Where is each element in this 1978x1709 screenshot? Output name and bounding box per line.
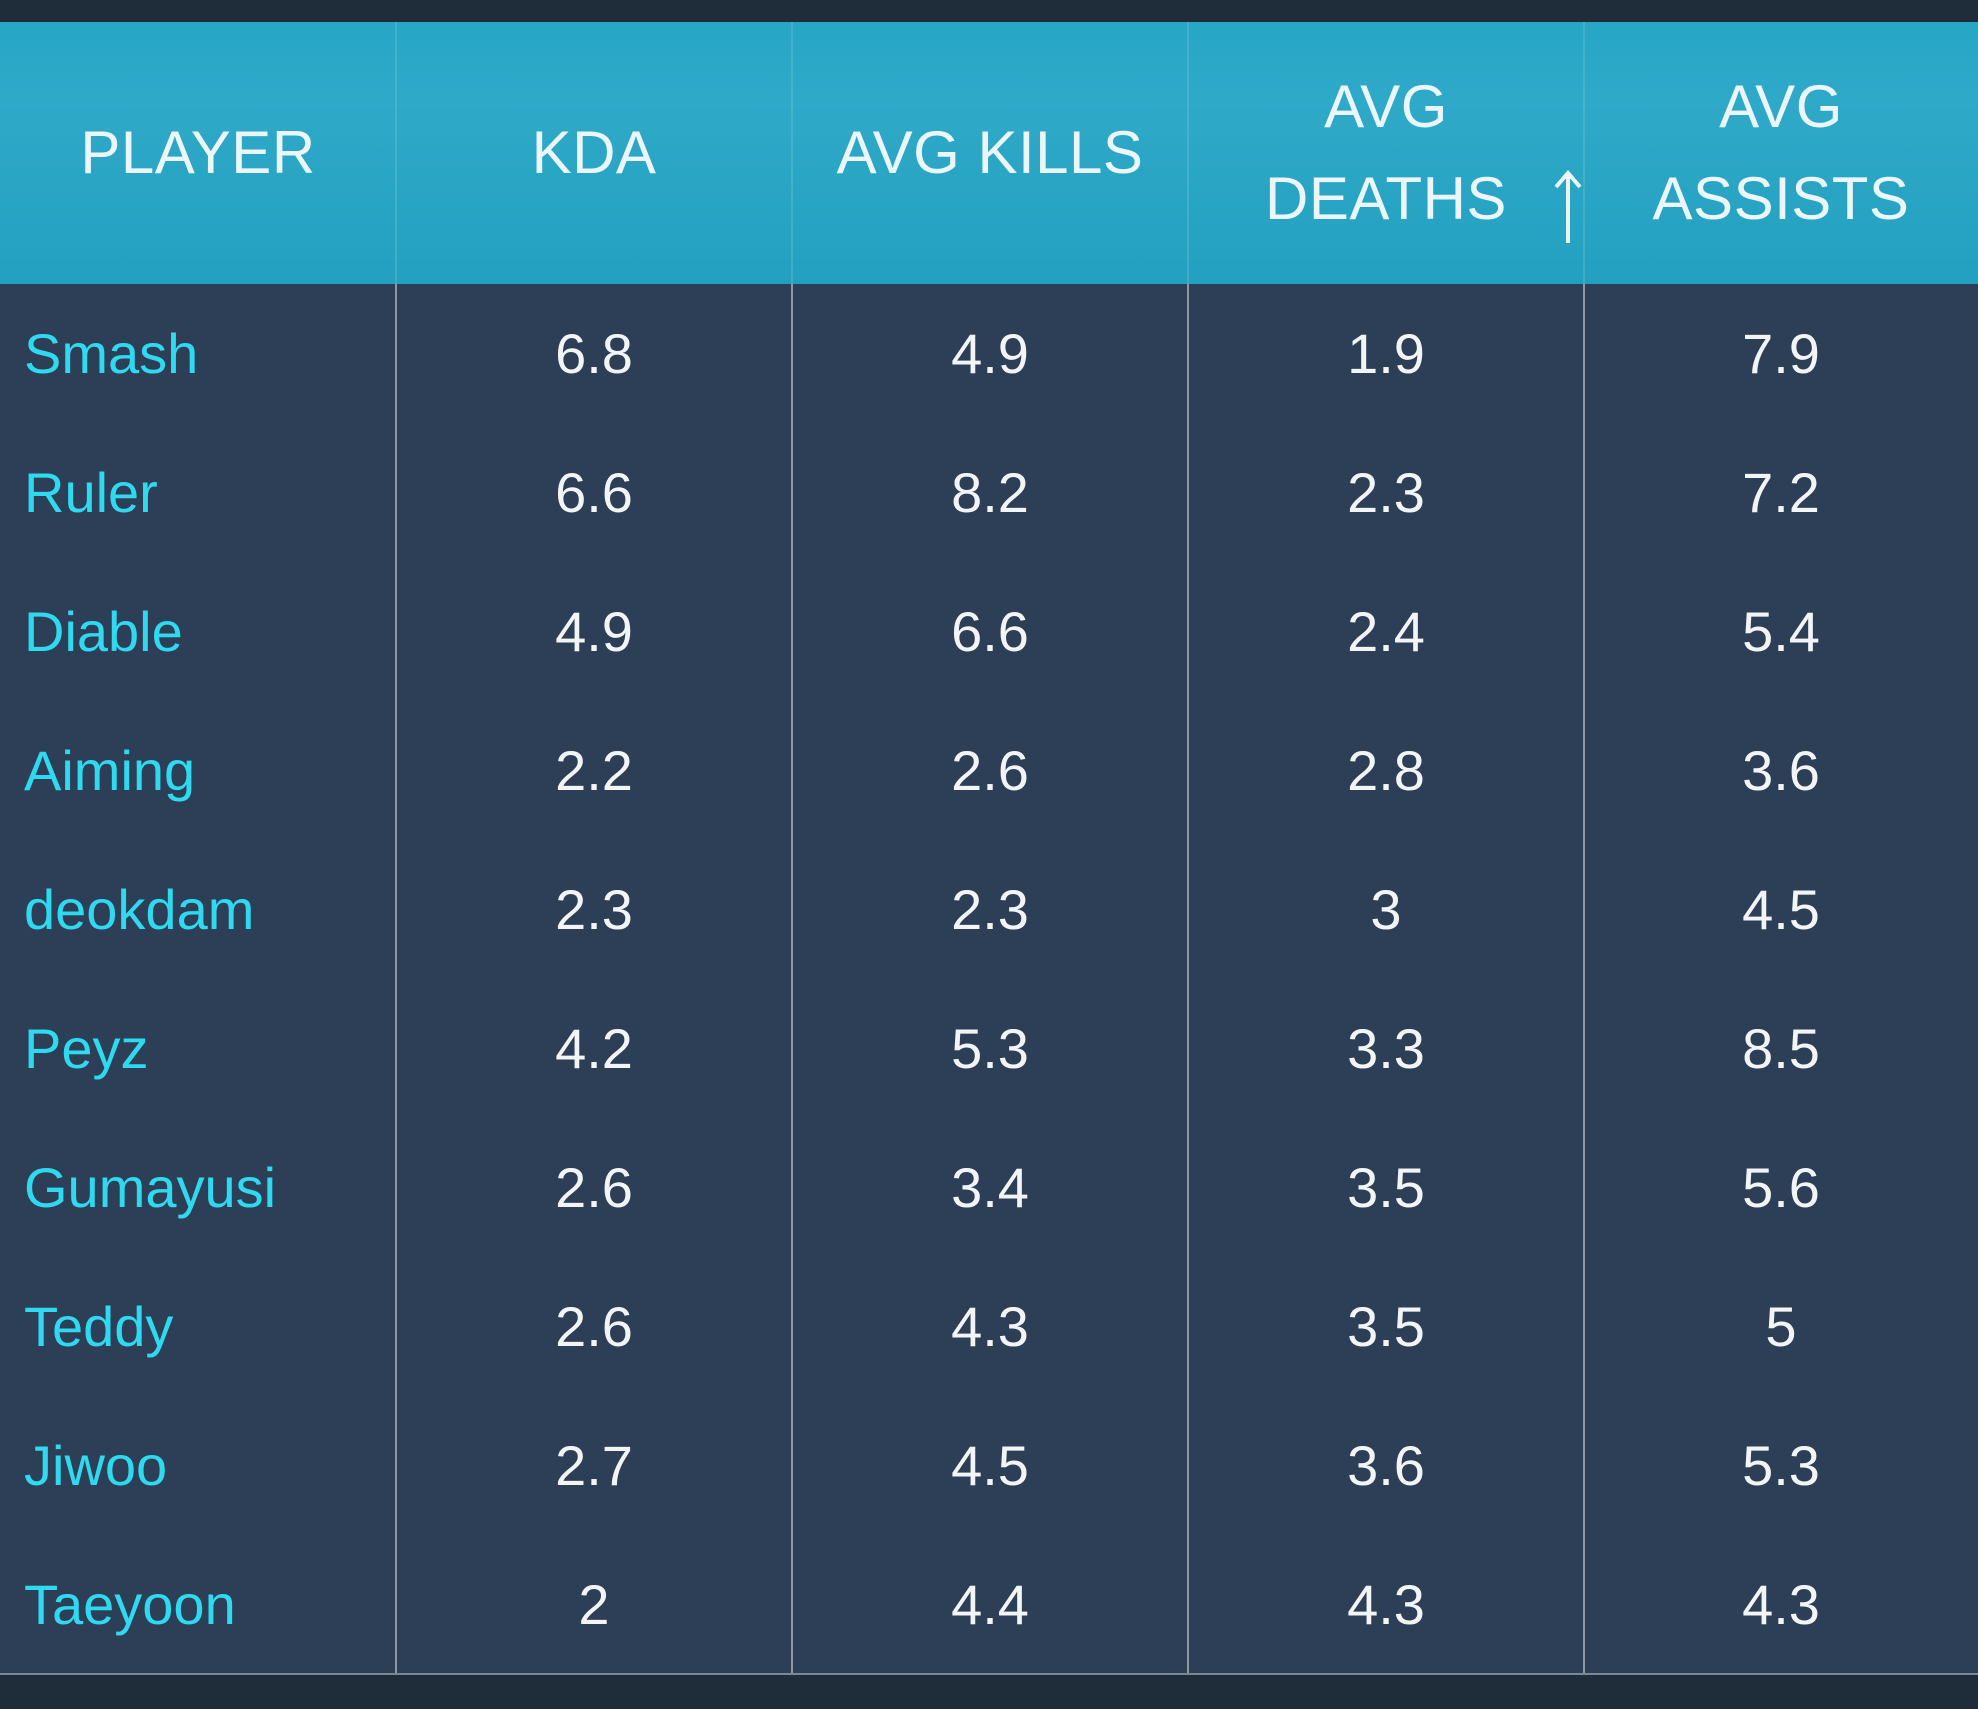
kda-value: 4.2 bbox=[555, 1017, 633, 1080]
table-row: Peyz 4.2 5.3 3.3 8.5 bbox=[0, 979, 1978, 1118]
player-name[interactable]: Jiwoo bbox=[24, 1434, 168, 1497]
kda-value: 6.6 bbox=[555, 461, 633, 524]
player-name[interactable]: Gumayusi bbox=[24, 1156, 277, 1219]
player-name[interactable]: Smash bbox=[24, 322, 199, 385]
avg-assists-value: 7.2 bbox=[1742, 461, 1820, 524]
avg-kills-value: 5.3 bbox=[951, 1017, 1029, 1080]
player-name[interactable]: Peyz bbox=[24, 1017, 149, 1080]
column-header-avg-kills[interactable]: AVG KILLS bbox=[836, 119, 1144, 186]
avg-kills-value: 8.2 bbox=[951, 461, 1029, 524]
column-divider bbox=[1583, 284, 1585, 1675]
player-name[interactable]: Taeyoon bbox=[24, 1573, 236, 1636]
header-divider bbox=[791, 22, 793, 284]
table-bottom-border bbox=[0, 1673, 1978, 1676]
table-row: Aiming 2.2 2.6 2.8 3.6 bbox=[0, 701, 1978, 840]
player-name[interactable]: Ruler bbox=[24, 461, 158, 524]
player-stats-table: PLAYER KDA AVG KILLS AVG DEATHS AVG ASSI… bbox=[0, 22, 1978, 1676]
player-name[interactable]: Diable bbox=[24, 600, 183, 663]
avg-deaths-value: 2.4 bbox=[1347, 600, 1425, 663]
avg-kills-value: 4.4 bbox=[951, 1573, 1029, 1636]
table-row: Smash 6.8 4.9 1.9 7.9 bbox=[0, 284, 1978, 423]
bottom-edge bbox=[0, 1675, 1978, 1709]
avg-deaths-value: 3.5 bbox=[1347, 1156, 1425, 1219]
table-row: deokdam 2.3 2.3 3 4.5 bbox=[0, 840, 1978, 979]
avg-assists-value: 4.3 bbox=[1742, 1573, 1820, 1636]
avg-kills-value: 4.3 bbox=[951, 1295, 1029, 1358]
column-header-avg-assists[interactable]: AVG ASSISTS bbox=[1652, 73, 1910, 232]
avg-deaths-value: 3.3 bbox=[1347, 1017, 1425, 1080]
kda-value: 6.8 bbox=[555, 322, 633, 385]
table-row: Jiwoo 2.7 4.5 3.6 5.3 bbox=[0, 1396, 1978, 1535]
column-header-player[interactable]: PLAYER bbox=[80, 119, 316, 186]
avg-assists-value: 5.3 bbox=[1742, 1434, 1820, 1497]
avg-assists-value: 5 bbox=[1765, 1295, 1797, 1358]
column-header-kda[interactable]: KDA bbox=[531, 119, 657, 186]
kda-value: 2.2 bbox=[555, 739, 633, 802]
column-divider bbox=[395, 284, 397, 1675]
column-divider bbox=[791, 284, 793, 1675]
table-row: Teddy 2.6 4.3 3.5 5 bbox=[0, 1257, 1978, 1396]
avg-deaths-value: 1.9 bbox=[1347, 322, 1425, 385]
avg-kills-value: 2.6 bbox=[951, 739, 1029, 802]
avg-deaths-value: 2.3 bbox=[1347, 461, 1425, 524]
column-header-avg-deaths[interactable]: AVG DEATHS bbox=[1265, 73, 1507, 232]
player-name[interactable]: Teddy bbox=[24, 1295, 174, 1358]
avg-kills-value: 2.3 bbox=[951, 878, 1029, 941]
table-header: PLAYER KDA AVG KILLS AVG DEATHS AVG ASSI… bbox=[0, 22, 1978, 284]
table-row: Gumayusi 2.6 3.4 3.5 5.6 bbox=[0, 1118, 1978, 1257]
avg-assists-value: 5.6 bbox=[1742, 1156, 1820, 1219]
avg-deaths-value: 2.8 bbox=[1347, 739, 1425, 802]
avg-kills-value: 4.9 bbox=[951, 322, 1029, 385]
table-row: Taeyoon 2 4.4 4.3 4.3 bbox=[0, 1535, 1978, 1674]
top-edge bbox=[0, 0, 1978, 22]
avg-assists-value: 5.4 bbox=[1742, 600, 1820, 663]
avg-deaths-value: 3.5 bbox=[1347, 1295, 1425, 1358]
avg-kills-value: 6.6 bbox=[951, 600, 1029, 663]
avg-assists-value: 7.9 bbox=[1742, 322, 1820, 385]
player-name[interactable]: deokdam bbox=[24, 878, 255, 941]
player-name[interactable]: Aiming bbox=[24, 739, 196, 802]
avg-deaths-value: 4.3 bbox=[1347, 1573, 1425, 1636]
column-divider bbox=[1187, 284, 1189, 1675]
kda-value: 2 bbox=[578, 1573, 610, 1636]
avg-kills-value: 4.5 bbox=[951, 1434, 1029, 1497]
avg-assists-value: 3.6 bbox=[1742, 739, 1820, 802]
avg-deaths-value: 3.6 bbox=[1347, 1434, 1425, 1497]
kda-value: 2.6 bbox=[555, 1295, 633, 1358]
table-row: Ruler 6.6 8.2 2.3 7.2 bbox=[0, 423, 1978, 562]
avg-assists-value: 4.5 bbox=[1742, 878, 1820, 941]
kda-value: 4.9 bbox=[555, 600, 633, 663]
kda-value: 2.7 bbox=[555, 1434, 633, 1497]
kda-value: 2.3 bbox=[555, 878, 633, 941]
header-divider bbox=[1583, 22, 1585, 284]
kda-value: 2.6 bbox=[555, 1156, 633, 1219]
arrow-up-icon[interactable] bbox=[1551, 167, 1585, 247]
table-row: Diable 4.9 6.6 2.4 5.4 bbox=[0, 562, 1978, 701]
avg-deaths-value: 3 bbox=[1370, 878, 1402, 941]
avg-kills-value: 3.4 bbox=[951, 1156, 1029, 1219]
header-divider bbox=[1187, 22, 1189, 284]
avg-assists-value: 8.5 bbox=[1742, 1017, 1820, 1080]
header-divider bbox=[395, 22, 397, 284]
